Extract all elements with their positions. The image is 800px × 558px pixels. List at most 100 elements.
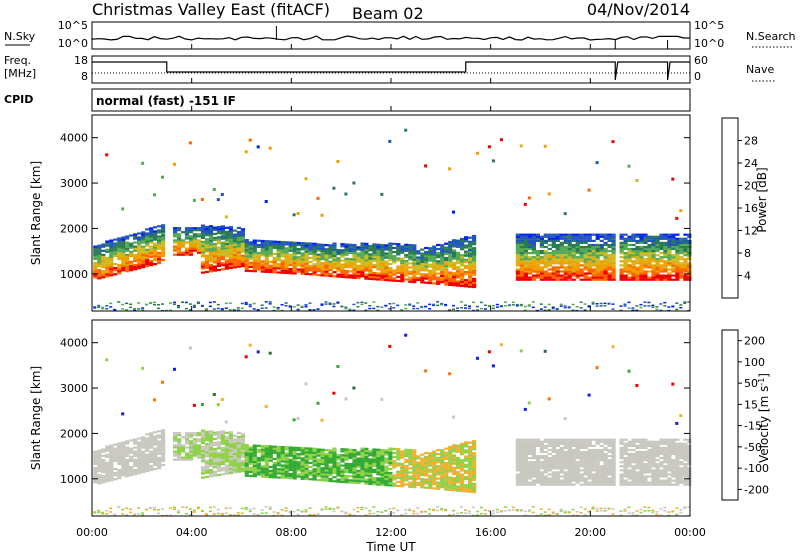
power-cell <box>580 254 584 256</box>
power-cell <box>671 236 675 238</box>
power-cell <box>572 252 576 254</box>
power-cell <box>201 227 205 229</box>
power-cell <box>516 252 520 254</box>
velocity-cell <box>265 506 268 508</box>
velocity-cell <box>460 453 464 455</box>
power-cell <box>225 235 229 237</box>
power-cell <box>631 254 635 256</box>
velocity-cell <box>332 470 336 472</box>
power-cell <box>329 250 333 252</box>
velocity-cell <box>149 455 153 457</box>
velocity-cell <box>596 443 600 445</box>
power-cell <box>452 274 456 276</box>
velocity-cell <box>584 484 588 486</box>
velocity-cell <box>321 461 325 463</box>
velocity-cell <box>233 447 237 449</box>
power-cell <box>456 276 460 278</box>
power-cell <box>209 240 213 242</box>
velocity-cell <box>233 461 237 463</box>
power-cell <box>612 266 616 268</box>
power-cell <box>209 254 213 256</box>
power-cell <box>265 263 269 265</box>
power-cell <box>667 306 670 308</box>
velocity-cell <box>97 512 100 514</box>
velocity-cell <box>305 474 309 476</box>
power-cell <box>544 145 547 148</box>
velocity-cell <box>568 453 572 455</box>
velocity-cell <box>360 480 364 482</box>
power-cell <box>608 277 612 279</box>
power-cell <box>683 262 687 264</box>
power-cell <box>137 265 141 267</box>
velocity-cell <box>596 461 600 463</box>
power-cell <box>105 251 109 253</box>
power-cell <box>157 256 161 258</box>
velocity-cell <box>193 442 197 444</box>
velocity-cell <box>277 470 281 472</box>
velocity-cell <box>564 482 568 484</box>
velocity-cell <box>600 510 603 512</box>
power-cell <box>560 250 564 252</box>
velocity-cell <box>540 455 544 457</box>
velocity-cell <box>572 459 576 461</box>
power-cell <box>213 239 217 241</box>
velocity-cell <box>321 479 325 481</box>
power-cell <box>372 260 376 262</box>
power-cell <box>520 277 524 279</box>
power-cell <box>420 273 424 275</box>
velocity-cell <box>217 441 221 443</box>
velocity-cell <box>552 471 556 473</box>
power-cell <box>647 240 651 242</box>
power-cell <box>221 264 225 266</box>
velocity-cell <box>568 477 572 479</box>
velocity-cell <box>340 465 344 467</box>
velocity-cell <box>404 469 408 471</box>
power-cell <box>229 263 233 265</box>
velocity-cell <box>544 482 548 484</box>
velocity-cell <box>348 514 351 516</box>
power-cell <box>348 244 352 246</box>
velocity-cell <box>321 469 325 471</box>
power-cell <box>233 252 237 254</box>
velocity-cell <box>213 506 216 508</box>
power-cell <box>679 256 683 258</box>
velocity-cell <box>596 441 600 443</box>
power-cell <box>520 248 524 250</box>
power-cell <box>643 264 647 266</box>
velocity-cell <box>185 440 189 442</box>
velocity-cell <box>153 435 157 437</box>
power-cell <box>448 251 452 253</box>
velocity-cell <box>424 511 427 513</box>
power-cell <box>584 234 588 236</box>
power-cell <box>185 250 189 252</box>
power-cell <box>420 263 424 265</box>
velocity-cell <box>125 442 129 444</box>
power-cell <box>321 264 325 266</box>
velocity-cell <box>125 461 129 463</box>
power-cell <box>624 260 628 262</box>
velocity-cell <box>392 474 396 476</box>
velocity-cell <box>265 472 269 474</box>
power-cell <box>356 269 360 271</box>
velocity-cell <box>285 473 289 475</box>
power-cell <box>205 257 209 259</box>
power-cell <box>536 272 540 274</box>
velocity-cell <box>213 513 216 515</box>
power-cell <box>189 229 193 231</box>
power-cell <box>225 264 229 266</box>
velocity-cell <box>556 461 560 463</box>
velocity-cell <box>285 465 289 467</box>
velocity-cell <box>412 464 416 466</box>
velocity-cell <box>217 464 221 466</box>
power-cell <box>221 268 225 270</box>
power-cell <box>540 266 544 268</box>
power-cell <box>109 264 113 266</box>
velocity-cell <box>197 446 201 448</box>
velocity-cell <box>161 381 164 384</box>
velocity-cell <box>560 510 563 512</box>
power-cell <box>241 249 245 251</box>
power-cell <box>568 242 572 244</box>
power-cell <box>675 279 679 281</box>
velocity-cell <box>428 465 432 467</box>
power-cell <box>552 254 556 256</box>
